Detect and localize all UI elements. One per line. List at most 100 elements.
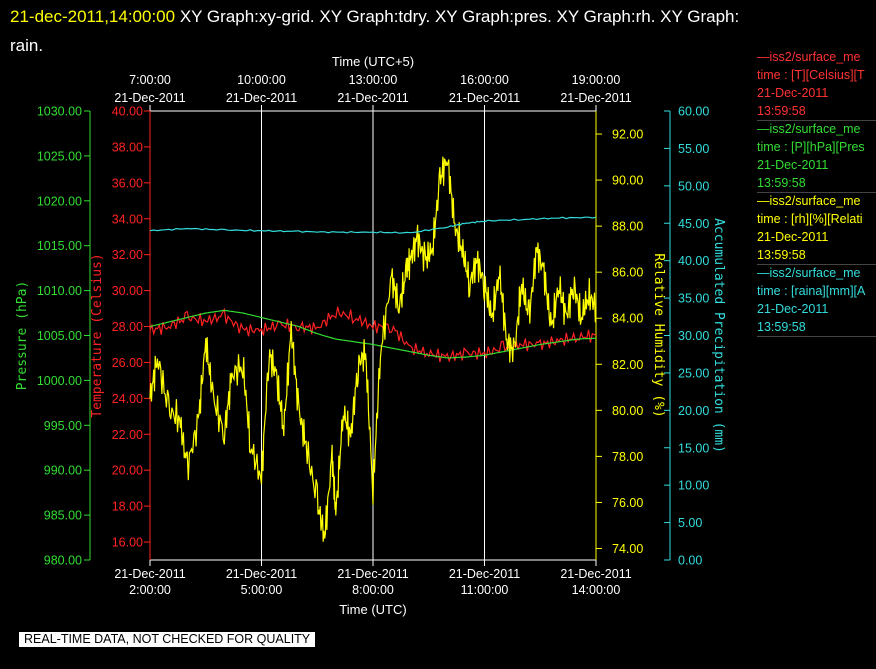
rh-tick-label: 82.00 xyxy=(612,358,643,372)
legend-name: —iss2/surface_me xyxy=(757,194,861,208)
legend-time: 13:59:58 xyxy=(757,320,806,334)
rain-tick-label: 25.00 xyxy=(678,366,709,380)
x-tick-label-time: 11:00:00 xyxy=(461,583,509,597)
pressure-tick-label: 1005.00 xyxy=(37,329,82,343)
rh-tick-label: 90.00 xyxy=(612,174,643,188)
legend-time: 13:59:58 xyxy=(757,104,806,118)
pressure-tick-label: 990.00 xyxy=(44,464,82,478)
chart-title: 21-dec-2011,14:00:00 XY Graph:xy-grid. X… xyxy=(10,2,860,60)
rain-tick-label: 45.00 xyxy=(678,217,709,231)
legend-var: time : [T][Celsius][T xyxy=(757,68,865,82)
temperature-tick-label: 30.00 xyxy=(112,284,143,298)
rain-axis-title: Accumulated Precipitation (mm) xyxy=(711,218,726,453)
temperature-tick-label: 40.00 xyxy=(112,105,143,119)
x-tick-label-date: 21-Dec-2011 xyxy=(337,567,408,581)
series-line-temperature xyxy=(149,306,597,363)
temperature-tick-label: 38.00 xyxy=(112,140,143,154)
legend-var: time : [rh][%][Relati xyxy=(757,212,863,226)
rain-tick-label: 60.00 xyxy=(678,105,709,119)
legend-time: 13:59:58 xyxy=(757,248,806,262)
rain-tick-label: 40.00 xyxy=(678,254,709,268)
temperature-axis-title: Temperature (Celsius) xyxy=(90,253,105,417)
legend-date: 21-Dec-2011 xyxy=(757,230,829,244)
pressure-tick-label: 1020.00 xyxy=(37,194,82,208)
x-top-tick-label-time: 7:00:00 xyxy=(129,73,171,87)
temperature-tick-label: 24.00 xyxy=(112,392,143,406)
x-top-tick-label-date: 21-Dec-2011 xyxy=(449,91,520,105)
pressure-tick-label: 995.00 xyxy=(44,419,82,433)
x-tick-label-time: 8:00:00 xyxy=(352,583,394,597)
rh-tick-label: 78.00 xyxy=(612,450,643,464)
legend-name: —iss2/surface_me xyxy=(757,50,861,64)
x-axis-label-local: Time (UTC+5) xyxy=(332,54,414,69)
x-top-tick-label-date: 21-Dec-2011 xyxy=(226,91,297,105)
temperature-tick-label: 34.00 xyxy=(112,212,143,226)
series-line-rain xyxy=(149,216,597,234)
rh-axis-title: Relative Humidity (%) xyxy=(651,253,666,417)
x-top-tick-label-date: 21-Dec-2011 xyxy=(114,91,185,105)
legend-var: time : [P][hPa][Pres xyxy=(757,140,865,154)
x-top-tick-label-date: 21-Dec-2011 xyxy=(337,91,408,105)
rain-tick-label: 5.00 xyxy=(678,516,702,530)
rh-tick-label: 80.00 xyxy=(612,404,643,418)
rh-tick-label: 76.00 xyxy=(612,496,643,510)
rh-tick-label: 74.00 xyxy=(612,542,643,556)
x-top-tick-label-time: 10:00:00 xyxy=(237,73,286,87)
pressure-tick-label: 1025.00 xyxy=(37,149,82,163)
legend-name: —iss2/surface_me xyxy=(757,122,861,136)
x-tick-label-date: 21-Dec-2011 xyxy=(226,567,297,581)
temperature-tick-label: 26.00 xyxy=(112,356,143,370)
rh-tick-label: 84.00 xyxy=(612,312,643,326)
temperature-tick-label: 16.00 xyxy=(112,536,143,550)
temperature-tick-label: 32.00 xyxy=(112,248,143,262)
rh-tick-label: 92.00 xyxy=(612,128,643,142)
legend-date: 21-Dec-2011 xyxy=(757,86,829,100)
pressure-axis-title: Pressure (hPa) xyxy=(15,281,30,391)
rain-tick-label: 0.00 xyxy=(678,554,702,568)
pressure-tick-label: 1015.00 xyxy=(37,239,82,253)
legend-date: 21-Dec-2011 xyxy=(757,302,829,316)
rain-tick-label: 15.00 xyxy=(678,441,709,455)
x-top-tick-label-time: 16:00:00 xyxy=(460,73,509,87)
rain-tick-label: 35.00 xyxy=(678,292,709,306)
x-tick-label-date: 21-Dec-2011 xyxy=(449,567,520,581)
x-top-tick-label-time: 19:00:00 xyxy=(572,73,621,87)
series-line-rh xyxy=(149,156,597,542)
xy-graph: 21-Dec-2011 2:00:00 7:00:00 21-Dec-2011 21-D… xyxy=(15,54,726,617)
series-line-pressure xyxy=(149,309,597,359)
rain-tick-label: 10.00 xyxy=(678,479,709,493)
temperature-tick-label: 36.00 xyxy=(112,176,143,190)
pressure-tick-label: 1010.00 xyxy=(37,284,82,298)
rh-tick-label: 88.00 xyxy=(612,220,643,234)
title-wrap: rain. xyxy=(10,36,44,55)
temperature-tick-label: 18.00 xyxy=(112,500,143,514)
legend-var: time : [raina][mm][A xyxy=(757,284,866,298)
x-tick-label-time: 2:00:00 xyxy=(129,583,171,597)
rh-tick-label: 86.00 xyxy=(612,266,643,280)
legend-date: 21-Dec-2011 xyxy=(757,158,829,172)
title-timestamp: 21-dec-2011,14:00:00 xyxy=(10,7,176,26)
pressure-tick-label: 985.00 xyxy=(44,509,82,523)
pressure-tick-label: 1000.00 xyxy=(37,374,82,388)
pressure-tick-label: 980.00 xyxy=(44,554,82,568)
x-tick-label-time: 14:00:00 xyxy=(572,583,621,597)
x-tick-label-time: 5:00:00 xyxy=(241,583,283,597)
rain-tick-label: 55.00 xyxy=(678,142,709,156)
x-top-tick-label-date: 21-Dec-2011 xyxy=(560,91,631,105)
quality-banner: REAL-TIME DATA, NOT CHECKED FOR QUALITY xyxy=(19,632,316,647)
x-tick-label-date: 21-Dec-2011 xyxy=(560,567,631,581)
x-axis-label-utc: Time (UTC) xyxy=(339,602,406,617)
pressure-tick-label: 1030.00 xyxy=(37,105,82,119)
legend-time: 13:59:58 xyxy=(757,176,806,190)
rain-tick-label: 20.00 xyxy=(678,404,709,418)
legend-name: —iss2/surface_me xyxy=(757,266,861,280)
x-tick-label-date: 21-Dec-2011 xyxy=(114,567,185,581)
temperature-tick-label: 28.00 xyxy=(112,320,143,334)
temperature-tick-label: 20.00 xyxy=(112,464,143,478)
x-top-tick-label-time: 13:00:00 xyxy=(349,73,398,87)
rain-tick-label: 30.00 xyxy=(678,329,709,343)
rain-tick-label: 50.00 xyxy=(678,179,709,193)
